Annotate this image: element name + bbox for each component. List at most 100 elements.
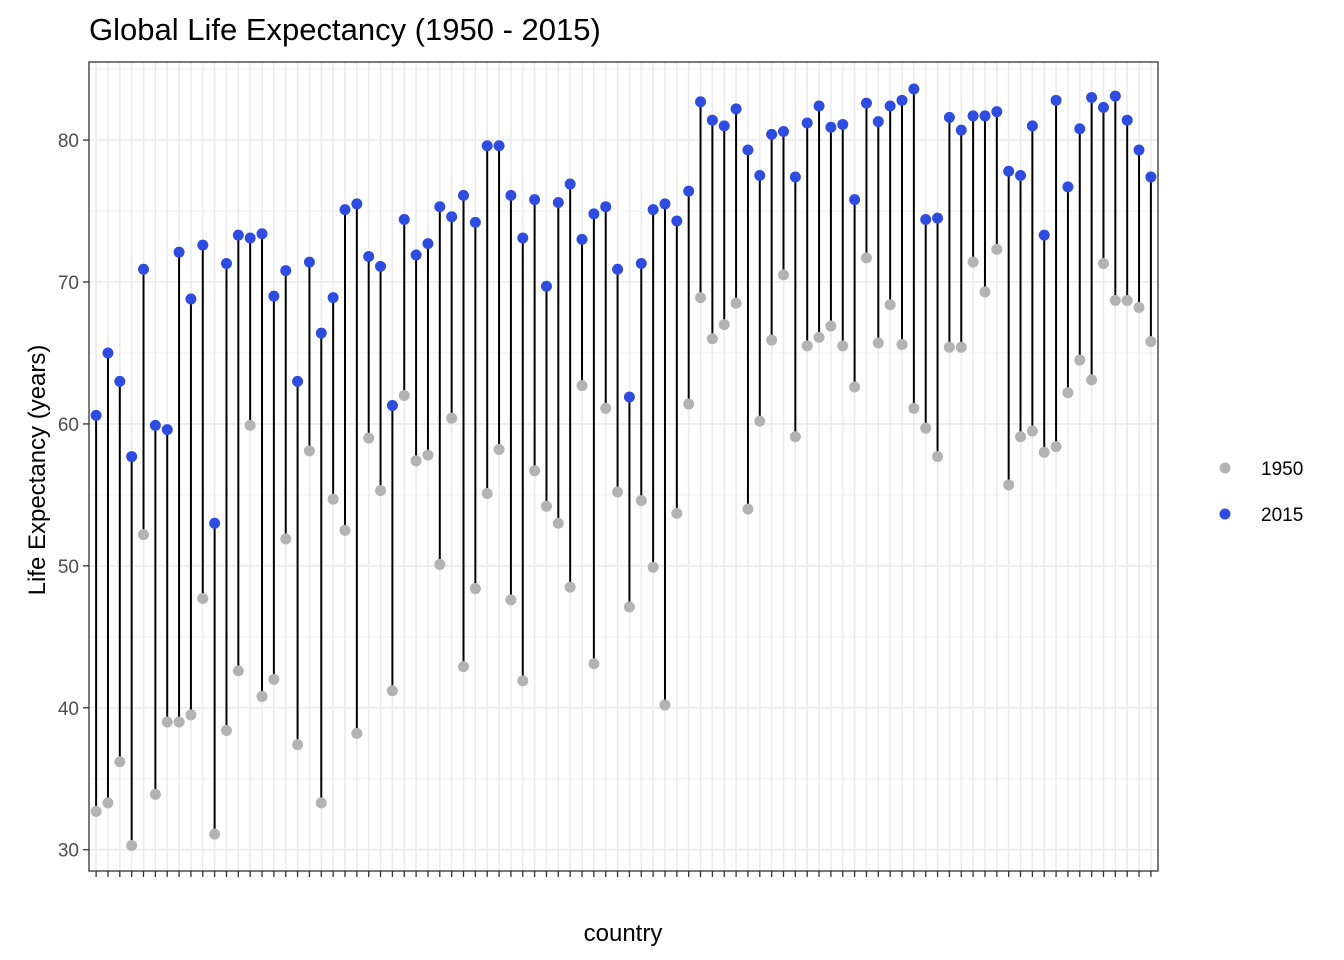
point-2015 xyxy=(90,409,102,421)
point-2015 xyxy=(517,232,529,244)
point-1950 xyxy=(126,839,138,851)
point-2015 xyxy=(801,117,813,129)
y-tick-label: 40 xyxy=(58,699,79,720)
point-2015 xyxy=(659,198,671,210)
point-1950 xyxy=(789,431,801,443)
point-2015 xyxy=(458,189,470,201)
point-2015 xyxy=(564,178,576,190)
point-2015 xyxy=(197,239,209,251)
point-2015 xyxy=(991,106,1003,118)
point-1950 xyxy=(1086,374,1098,386)
point-2015 xyxy=(339,204,351,216)
point-2015 xyxy=(540,280,552,292)
point-2015 xyxy=(813,100,825,112)
point-2015 xyxy=(481,140,493,152)
point-1950 xyxy=(801,340,813,352)
point-2015 xyxy=(1015,170,1027,182)
point-1950 xyxy=(232,665,244,677)
point-2015 xyxy=(896,94,908,106)
point-2015 xyxy=(1050,94,1062,106)
point-2015 xyxy=(754,170,766,182)
point-2015 xyxy=(849,194,861,206)
point-2015 xyxy=(149,419,161,431)
point-1950 xyxy=(955,341,967,353)
point-1950 xyxy=(1038,446,1050,458)
legend-label-2015: 2015 xyxy=(1261,505,1303,526)
point-2015 xyxy=(220,258,232,270)
point-1950 xyxy=(493,443,505,455)
point-2015 xyxy=(766,128,778,140)
point-2015 xyxy=(493,140,505,152)
point-2015 xyxy=(327,292,339,304)
point-2015 xyxy=(552,197,564,209)
point-1950 xyxy=(458,661,470,673)
point-1950 xyxy=(623,601,635,613)
point-1950 xyxy=(564,581,576,593)
point-1950 xyxy=(671,507,683,519)
point-1950 xyxy=(1015,431,1027,443)
point-2015 xyxy=(600,201,612,213)
point-1950 xyxy=(220,724,232,736)
point-1950 xyxy=(979,286,991,298)
point-1950 xyxy=(398,390,410,402)
point-2015 xyxy=(268,290,280,302)
point-2015 xyxy=(1062,181,1074,193)
point-2015 xyxy=(718,120,730,132)
point-1950 xyxy=(837,340,849,352)
point-2015 xyxy=(932,212,944,224)
point-2015 xyxy=(256,228,268,240)
point-1950 xyxy=(730,297,742,309)
point-2015 xyxy=(884,100,896,112)
y-tick-label: 60 xyxy=(58,415,79,436)
point-2015 xyxy=(1109,90,1121,102)
point-2015 xyxy=(303,256,315,268)
point-1950 xyxy=(576,380,588,392)
point-1950 xyxy=(256,690,268,702)
legend-key-2015 xyxy=(1219,508,1231,520)
chart-title: Global Life Expectancy (1950 - 2015) xyxy=(89,12,601,47)
point-1950 xyxy=(991,243,1003,255)
point-1950 xyxy=(825,320,837,332)
point-1950 xyxy=(766,334,778,346)
point-1950 xyxy=(706,333,718,345)
point-1950 xyxy=(209,828,221,840)
point-2015 xyxy=(1038,229,1050,241)
point-1950 xyxy=(339,524,351,536)
point-2015 xyxy=(422,238,434,250)
point-2015 xyxy=(837,118,849,130)
point-2015 xyxy=(695,96,707,108)
panel-border xyxy=(88,61,1159,872)
y-tick-label: 70 xyxy=(58,273,79,294)
point-2015 xyxy=(623,391,635,403)
point-2015 xyxy=(138,263,150,275)
point-2015 xyxy=(706,114,718,126)
point-2015 xyxy=(1121,114,1133,126)
point-2015 xyxy=(434,201,446,213)
point-1950 xyxy=(434,558,446,570)
point-1950 xyxy=(647,561,659,573)
point-1950 xyxy=(446,412,458,424)
point-2015 xyxy=(825,121,837,133)
x-axis-title: country xyxy=(584,920,663,947)
point-2015 xyxy=(920,214,932,226)
point-1950 xyxy=(1003,479,1015,491)
point-1950 xyxy=(529,465,541,477)
legend-label-1950: 1950 xyxy=(1261,459,1303,480)
point-2015 xyxy=(908,83,920,95)
point-1950 xyxy=(635,495,647,507)
point-1950 xyxy=(469,583,481,595)
point-1950 xyxy=(742,503,754,515)
point-2015 xyxy=(232,229,244,241)
point-1950 xyxy=(268,673,280,685)
point-1950 xyxy=(363,432,375,444)
point-2015 xyxy=(671,215,683,227)
legend: 1950 2015 xyxy=(1219,459,1303,526)
point-1950 xyxy=(754,415,766,427)
point-1950 xyxy=(967,256,979,268)
point-1950 xyxy=(1050,441,1062,453)
point-2015 xyxy=(742,144,754,156)
point-2015 xyxy=(244,232,256,244)
point-1950 xyxy=(185,709,197,721)
point-2015 xyxy=(1133,144,1145,156)
point-1950 xyxy=(896,338,908,350)
